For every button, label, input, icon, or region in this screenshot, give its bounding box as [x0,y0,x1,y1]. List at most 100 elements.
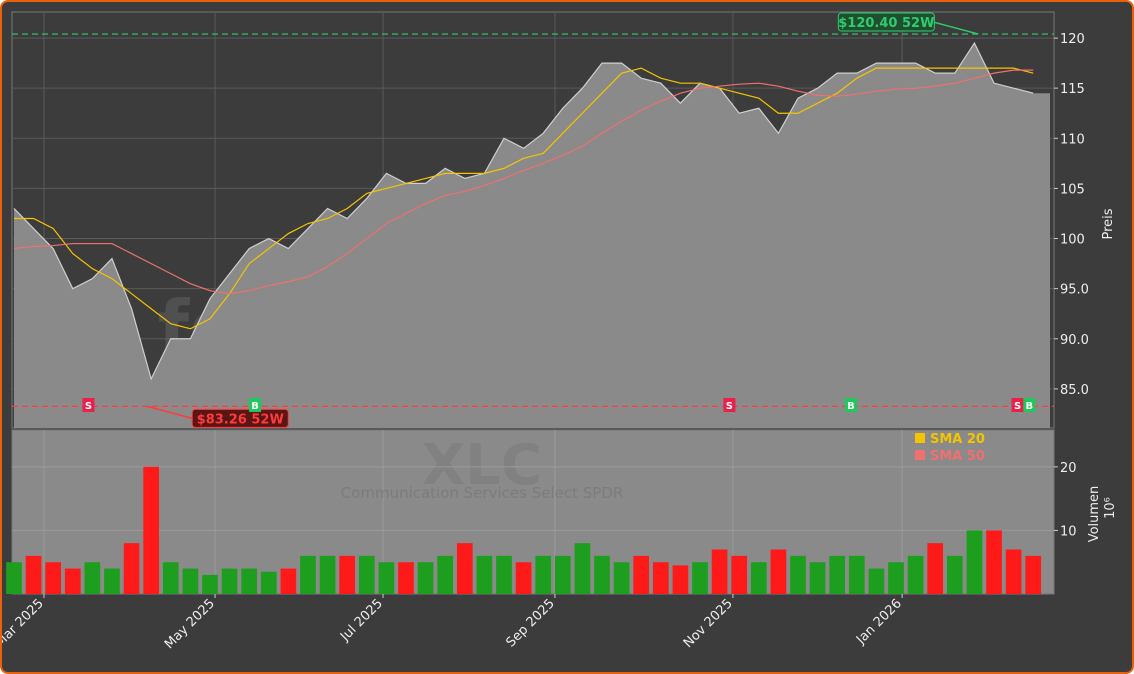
x-tick-label: Mar 2025 [2,596,47,650]
y-tick-label: 20 [1060,461,1077,476]
volume-bar [888,562,904,594]
volume-bar [437,555,454,594]
signal-label: B [847,401,855,412]
volume-bar [6,562,22,594]
y-tick-label: 115 [1060,82,1085,97]
volume-bar [300,555,316,594]
y-axis-label: Preis [1101,208,1116,239]
sma-line [13,69,1034,295]
price-line [13,41,1034,381]
y-axis-label: Volumen [1087,486,1102,543]
signal-label: B [251,401,259,412]
volume-bar [104,568,120,594]
x-tick-label: Sep 2025 [504,596,558,650]
volume-bar [652,562,669,594]
volume-bar [241,568,258,594]
volume-bar [594,555,610,594]
volume-bar [398,562,414,594]
volume-bar [986,530,1002,594]
volume-bar [868,568,885,594]
signal-marker [1011,398,1024,412]
signal-label: S [726,401,733,412]
signal-marker [249,398,262,412]
x-tick-label: Jan 2026 [853,596,905,648]
volume-bar [123,543,140,594]
annotation: $83.26 52W [197,412,284,427]
y-tick-label: 120 [1060,32,1085,47]
signal-label: S [1014,401,1021,412]
y-tick-label: 85.0 [1060,383,1089,398]
price-area [13,43,1051,428]
volume-bar [64,568,81,594]
y-tick-label: 110 [1060,132,1085,147]
volume-bar [260,571,277,594]
volume-bar [456,543,473,594]
volume-bar [966,530,983,594]
volume-bar [750,562,767,594]
volume-bar [280,568,297,594]
volume-bar [202,574,218,594]
annotation-arrow [147,405,193,420]
volume-bar [535,555,552,594]
signal-marker [844,398,857,412]
signal-marker [1023,398,1036,412]
volume-bar [829,555,846,594]
volume-bar [358,555,375,594]
volume-bar [378,562,395,594]
signal-label: B [1025,401,1033,412]
volume-bar [554,555,571,594]
volume-bar [731,555,748,594]
volume-panel [11,429,1055,595]
legend-label: SMA 50 [930,449,985,464]
y-tick-label: 10 [1060,524,1077,539]
volume-bar [848,555,865,594]
x-tick-label: Nov 2025 [681,596,736,651]
x-tick-label: May 2025 [162,596,218,652]
volume-bar [946,555,963,594]
volume-bar [907,555,924,594]
volume-bar [417,562,434,594]
volume-bar [221,568,238,594]
volume-bar [515,562,532,594]
signal-marker [723,398,736,412]
volume-bar [162,562,179,594]
signal-label: S [85,401,92,412]
watermark-subtitle: Communication Services Select SPDR [341,484,624,502]
volume-bar [1025,555,1042,594]
volume-bar [319,555,336,594]
volume-bar [809,562,826,594]
annotation-box [191,408,289,428]
volume-bar [790,555,806,594]
volume-bar [711,549,728,594]
y-tick-label: 105 [1060,182,1085,197]
volume-bar [770,549,787,594]
sma-line [13,67,1034,330]
volume-bar [496,555,512,594]
volume-bar [143,466,160,594]
volume-bar [339,555,356,594]
annotation-box [837,12,935,32]
volume-bar [672,565,689,594]
y-axis-unit: 10⁶ [1103,497,1118,519]
volume-bar [25,555,42,594]
annotation: $120.40 52W [838,16,934,31]
volume-bar [84,562,101,594]
volume-bar [45,562,62,594]
signal-marker [82,398,95,412]
annotation-arrow [933,21,979,35]
volume-bar [182,568,199,594]
y-tick-label: 100 [1060,233,1085,248]
volume-bar [613,562,630,594]
legend-swatch [915,433,925,443]
volume-bar [633,555,650,594]
x-tick-label: Jul 2025 [337,596,386,645]
watermark: XLC [422,433,542,498]
volume-bar [692,562,708,594]
legend-label: SMA 20 [930,432,985,447]
legend-swatch [915,450,925,460]
volume-bar [476,555,493,594]
volume-bar [574,543,591,594]
y-tick-label: 90.0 [1060,333,1089,348]
